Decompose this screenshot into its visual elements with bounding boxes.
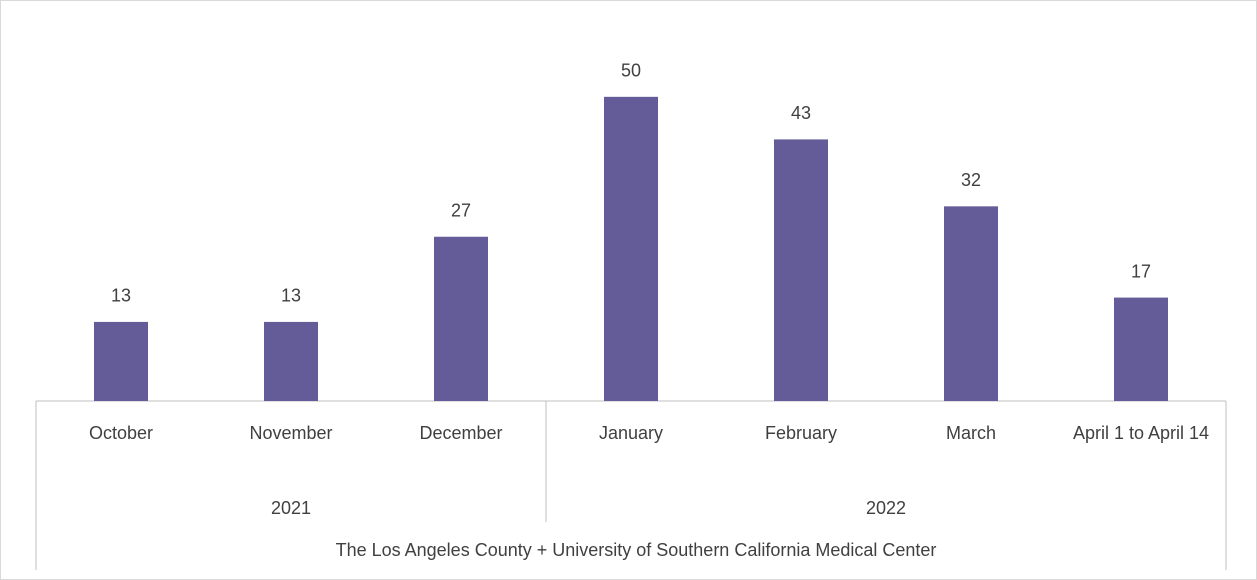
x-tick-label: October — [88, 423, 154, 443]
bar — [604, 96, 658, 401]
data-label: 50 — [621, 61, 641, 81]
bar — [264, 321, 318, 401]
bar — [434, 236, 488, 401]
x-tick-label: March — [945, 423, 996, 443]
data-label: 17 — [1131, 261, 1151, 281]
bar — [944, 206, 998, 401]
data-label: 13 — [111, 286, 131, 306]
bar — [1114, 297, 1168, 401]
data-label: 13 — [281, 286, 301, 306]
data-label: 43 — [791, 103, 811, 123]
group-label: 2021 — [270, 498, 312, 518]
x-tick-label: February — [764, 423, 838, 443]
x-tick-label: April 1 to April 14 — [1072, 423, 1210, 443]
x-tick-label: December — [419, 423, 503, 443]
axis-title: The Los Angeles County + University of S… — [336, 540, 937, 560]
x-tick-label: January — [598, 423, 664, 443]
group-label: 2022 — [865, 498, 907, 518]
data-label: 27 — [451, 201, 471, 221]
data-label: 32 — [961, 170, 981, 190]
bar — [774, 139, 828, 401]
x-tick-label: November — [249, 423, 333, 443]
bar — [94, 321, 148, 401]
